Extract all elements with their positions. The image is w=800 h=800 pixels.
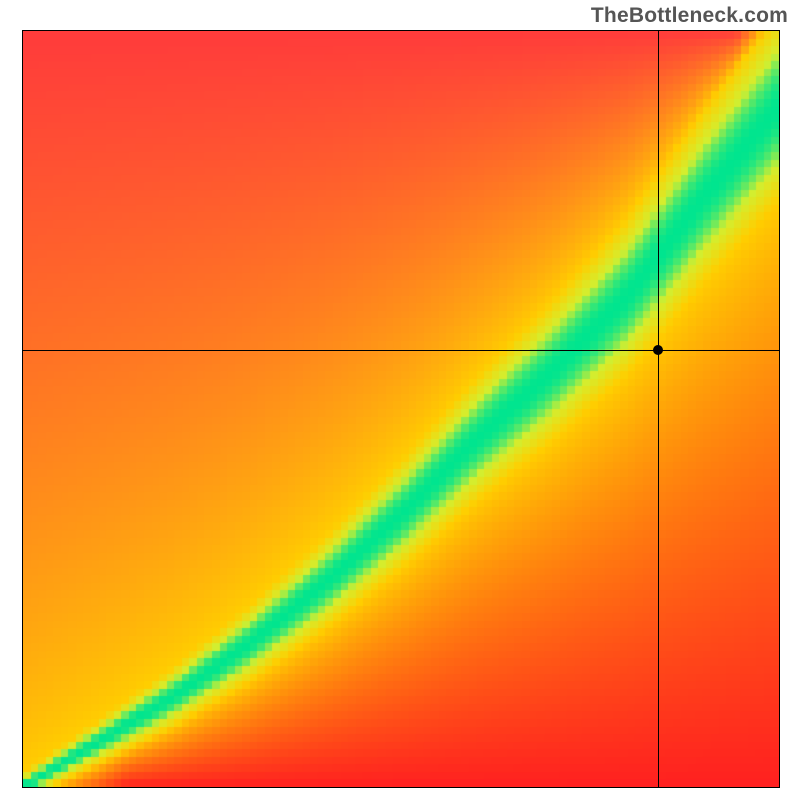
chart-container: TheBottleneck.com (0, 0, 800, 800)
heatmap-plot (22, 30, 780, 788)
crosshair-marker (653, 345, 663, 355)
watermark-text: TheBottleneck.com (591, 4, 788, 28)
crosshair-horizontal (23, 350, 779, 351)
crosshair-vertical (658, 31, 659, 787)
heatmap-canvas (23, 31, 779, 787)
